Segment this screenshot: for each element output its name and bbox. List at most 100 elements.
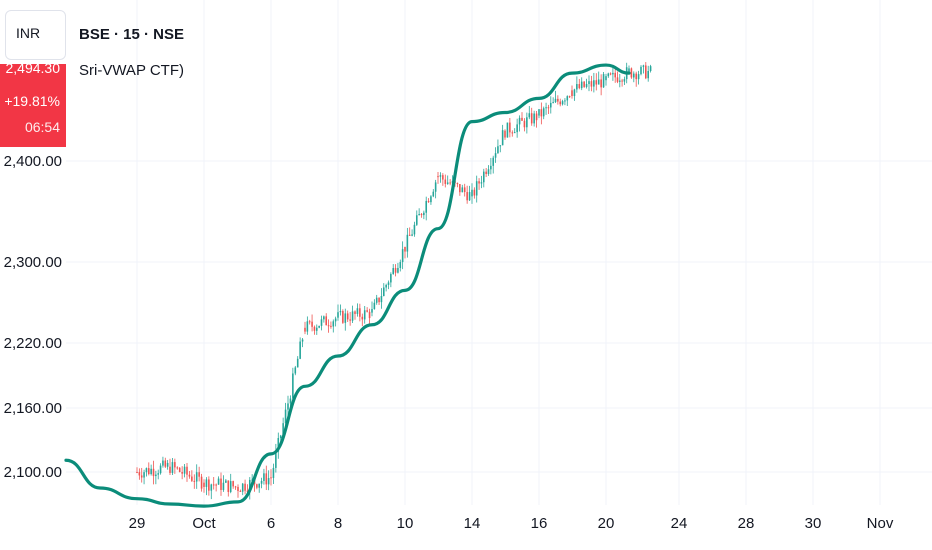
candle-body (621, 80, 623, 82)
candle-body (318, 325, 320, 328)
x-tick-label: 16 (531, 515, 548, 532)
candle-body (542, 108, 545, 117)
candle-body (169, 466, 171, 473)
candle-body (406, 234, 409, 252)
candle-body (183, 466, 186, 474)
candle-body (186, 466, 188, 475)
candle-body (404, 246, 406, 252)
candle-body (205, 479, 208, 487)
price-change-percent: +19.81% (4, 93, 60, 109)
candle-body (392, 268, 395, 275)
currency-selector[interactable]: INR (5, 10, 66, 60)
candle-body (504, 130, 506, 138)
candle-body (193, 480, 196, 482)
candle-body (568, 96, 571, 98)
candle-body (411, 234, 413, 236)
candle-body (418, 213, 420, 216)
candle-body (246, 490, 249, 492)
candle-body (366, 310, 368, 312)
candle-body (513, 132, 516, 134)
x-axis-labels: 29 Oct 6 8 10 14 16 20 24 28 30 Nov (129, 515, 894, 532)
candle-body (576, 84, 578, 90)
indicator-legend[interactable]: Sri-VWAP CTF) (79, 62, 184, 79)
candle-body (339, 311, 342, 313)
candle-body (463, 187, 466, 193)
candle-body (461, 187, 464, 193)
candle-body (344, 313, 347, 323)
y-tick-label: 2,300.00 (4, 254, 62, 271)
candle-body (397, 267, 399, 273)
last-price-tag: 2,494.30 +19.81% 06:54 (0, 64, 66, 147)
candle-body (378, 297, 380, 303)
candle-body (557, 98, 559, 102)
candle-body (630, 68, 633, 78)
candle-body (248, 479, 251, 492)
candle-body (330, 325, 332, 327)
candle-body (475, 181, 478, 196)
candle-body (371, 309, 373, 313)
candle-body (200, 476, 203, 489)
candle-body (387, 282, 390, 285)
candle-body (533, 113, 535, 124)
candle-body (232, 481, 234, 487)
candle-body (241, 483, 244, 492)
candle-body (277, 438, 280, 452)
candle-body (356, 308, 359, 314)
candle-body (506, 122, 509, 138)
candle-body (564, 100, 566, 102)
candle-body (320, 319, 323, 326)
candle-body (325, 316, 328, 326)
candle-body (456, 183, 459, 185)
candle-body (256, 484, 258, 488)
candle-body (159, 465, 162, 474)
candle-body (633, 73, 635, 78)
y-axis-labels: 2,100.00 2,160.00 2,220.00 2,300.00 2,400.00 (4, 153, 62, 481)
candle-body (171, 462, 174, 473)
candle-body (258, 483, 261, 488)
candle-body (516, 124, 518, 133)
candle-body (394, 268, 397, 273)
candle-body (198, 472, 200, 477)
vwap-line (64, 63, 631, 508)
x-tick-label: 29 (129, 515, 146, 532)
symbol-info[interactable]: BSE · 15 · NSE (79, 26, 185, 43)
candle-body (152, 468, 155, 477)
candle-body (311, 321, 313, 327)
x-tick-label: 6 (267, 515, 275, 532)
candle-body (538, 109, 540, 116)
y-gridlines (66, 160, 932, 473)
candle-body (583, 81, 585, 87)
candle-body (590, 81, 593, 87)
x-tick-label: Oct (192, 515, 216, 532)
candle-body (434, 182, 437, 192)
candle-body (614, 72, 616, 78)
candle-body (234, 486, 237, 488)
candle-body (263, 473, 265, 481)
candle-body (375, 297, 378, 303)
candle-body (296, 358, 299, 368)
candle-body (616, 77, 619, 82)
candle-body (270, 477, 272, 479)
candle-body (174, 462, 176, 468)
candle-body (466, 192, 468, 201)
candle-body (635, 73, 637, 80)
candle-body (210, 484, 213, 491)
candle-body (304, 327, 306, 332)
candle-body (138, 472, 141, 476)
candle-body (521, 117, 523, 121)
candle-body (480, 182, 483, 184)
candle-body (444, 179, 447, 184)
candle-body (178, 467, 181, 472)
candle-body (390, 274, 392, 283)
candle-body (306, 321, 309, 332)
candle-body (308, 321, 311, 323)
candle-body (191, 476, 193, 481)
candle-body (612, 72, 614, 75)
candle-body (628, 68, 630, 73)
candle-body (299, 341, 301, 359)
candle-body (215, 484, 217, 486)
candle-body (449, 182, 451, 184)
candle-body (292, 373, 294, 399)
candle-body (212, 484, 215, 486)
